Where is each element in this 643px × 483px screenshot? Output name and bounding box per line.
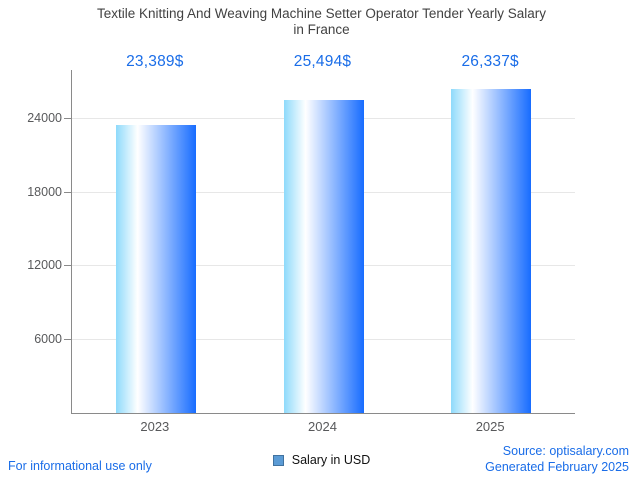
value-label-2023: 23,389$: [126, 53, 184, 70]
legend-swatch-icon: [272, 454, 284, 466]
x-axis-label-2025: 2025: [475, 419, 505, 434]
y-axis-label: 24000: [27, 110, 62, 125]
y-axis-label: 18000: [27, 184, 62, 199]
legend: Salary in USD: [0, 453, 643, 467]
generated-date: Generated February 2025: [485, 460, 629, 474]
chart-title: Textile Knitting And Weaving Machine Set…: [0, 6, 643, 38]
chart-title-line-1: Textile Knitting And Weaving Machine Set…: [96, 6, 546, 21]
value-label-2024: 25,494$: [293, 53, 352, 70]
x-axis-label-2023: 2023: [140, 419, 170, 434]
plot-area: [64, 70, 575, 414]
y-axis-label: 12000: [27, 258, 62, 273]
bar-2024[interactable]: [283, 99, 364, 413]
x-axis-label-2024: 2024: [308, 419, 337, 434]
disclaimer-text: For informational use only: [8, 459, 152, 473]
y-axis-tick: [64, 339, 72, 341]
y-axis-tick: [64, 117, 72, 119]
bar-2023[interactable]: [115, 125, 196, 413]
source-link[interactable]: Source: optisalary.com: [502, 444, 629, 458]
value-label-2025: 26,337$: [461, 53, 519, 70]
y-axis-tick: [64, 265, 72, 267]
y-axis-tick: [64, 191, 72, 193]
chart-title-line-2: in France: [293, 22, 350, 37]
bar-2025[interactable]: [451, 89, 532, 413]
legend-label: Salary in USD: [291, 453, 371, 467]
y-axis-label: 6000: [34, 332, 62, 347]
footer-attribution: Source: optisalary.com Generated Februar…: [485, 443, 629, 475]
